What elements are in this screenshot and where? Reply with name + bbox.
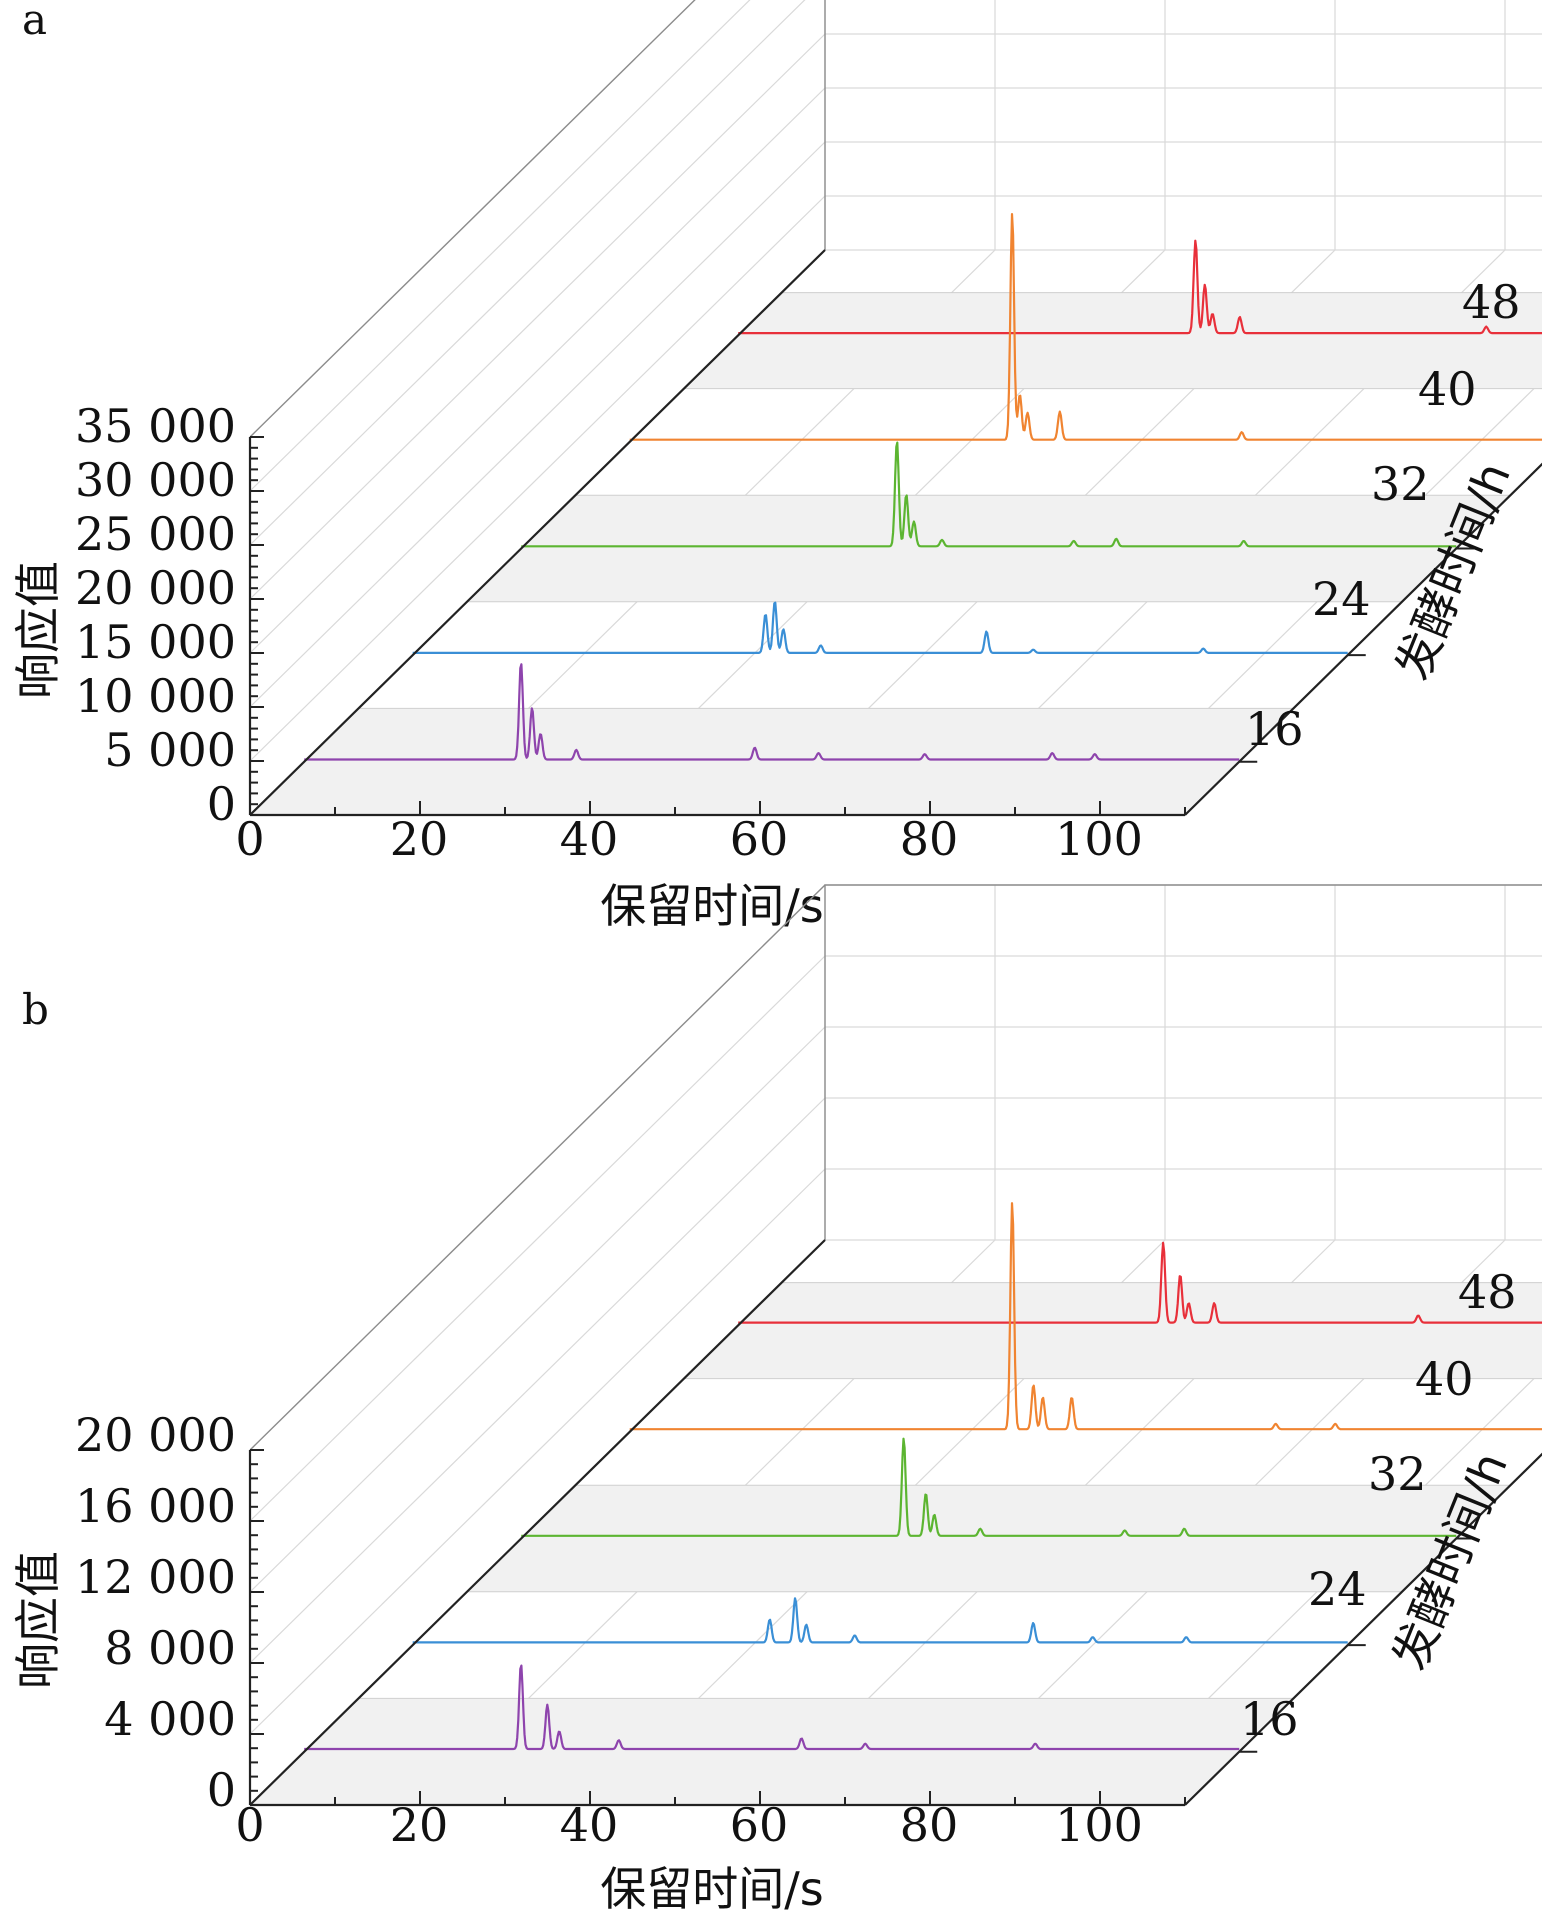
y-tick-label: 5 000 [104,723,236,777]
y-tick-label: 30 000 [75,453,236,507]
depth-tick-label: 16 [1240,1692,1299,1746]
depth-tick-label: 24 [1312,572,1371,626]
series-trace-48h [738,239,1542,335]
back-wall-frame [824,884,1542,1240]
depth-tick-label: 48 [1458,1265,1517,1319]
side-wall-grid-line [249,195,826,762]
side-wall-grid-line [249,955,826,1522]
floor-depth-band [682,1282,1542,1380]
x-tick-label: 80 [900,812,959,866]
side-wall-grid-line [249,87,826,654]
depth-tick-label: 24 [1308,1562,1367,1616]
depth-tick-label: 32 [1368,1447,1427,1501]
panel-b-traces [304,1202,1542,1751]
depth-tick-label: 48 [1462,275,1521,329]
depth-tick-label: 16 [1245,702,1304,756]
depth-axis-line [1184,1452,1542,1806]
series-trace-40h [629,1202,1542,1431]
panel-b-depth-bands [248,1282,1542,1806]
series-trace-24h [412,1597,1348,1644]
series-trace-40h [629,213,1542,441]
x-tick-label: 100 [1055,1798,1143,1852]
x-tick-label: 20 [390,812,449,866]
side-wall-grid-line [249,33,826,600]
depth-tick-label: 40 [1418,362,1477,416]
series-trace-32h [521,1437,1457,1537]
y-tick-label: 0 [207,1763,236,1817]
panel-a-y-axis-title: 响应值 [11,561,65,699]
panel-a-traces [304,213,1542,761]
depth-axis-line [1184,462,1542,816]
x-tick-label: 40 [560,1798,619,1852]
y-tick-label: 12 000 [75,1550,236,1604]
panel-a-depth-bands [248,292,1542,816]
panel-a: a 0 5 000 10 000 15 000 20 000 25 000 30… [11,0,1542,933]
panel-b-x-tick-labels: 0 20 40 60 80 100 [235,1798,1143,1852]
side-wall-grid-line [249,1168,826,1735]
depth-tick-label: 40 [1415,1352,1474,1406]
panel-a-y-tick-labels: 0 5 000 10 000 15 000 20 000 25 000 30 0… [75,399,236,831]
side-wall-grid-line [249,1026,826,1593]
panel-b-depth-tick-labels: 16 24 32 40 48 [1240,1265,1517,1746]
series-trace-48h [738,1241,1542,1324]
x-tick-label: 0 [235,812,264,866]
floor-depth-band [682,292,1542,390]
panel-a-x-tick-labels: 0 20 40 60 80 100 [235,812,1143,866]
x-tick-label: 80 [900,1798,959,1852]
y-tick-label: 16 000 [75,1479,236,1533]
panel-b: b 0 4 000 8 000 12 000 16 000 20 000 0 2… [11,884,1542,1914]
panel-b-y-tick-labels: 0 4 000 8 000 12 000 16 000 20 000 [75,1408,236,1817]
panel-a-depth-tick-labels: 16 24 32 40 48 [1245,275,1521,756]
side-wall-grid-line [249,0,751,492]
panel-b-y-axis-title: 响应值 [11,1551,65,1689]
floor-depth-band [248,707,1295,816]
floor-left-edge [249,249,826,816]
x-tick-label: 0 [235,1798,264,1852]
y-tick-label: 20 000 [75,1408,236,1462]
back-wall-frame [824,0,826,250]
y-tick-label: 4 000 [104,1692,236,1746]
y-tick-label: 35 000 [75,399,236,453]
x-tick-label: 40 [560,812,619,866]
panel-a-x-axis-title: 保留时间/s [600,879,823,933]
y-tick-label: 25 000 [75,507,236,561]
series-trace-24h [412,601,1348,655]
side-wall-grid-line [249,0,806,546]
depth-tick-label: 32 [1371,457,1430,511]
panel-b-x-axis-title: 保留时间/s [600,1862,823,1914]
side-wall-top-edge [249,0,696,438]
series-trace-16h [304,1664,1240,1751]
floor-depth-band [248,1697,1295,1806]
x-tick-label: 100 [1055,812,1143,866]
x-tick-label: 60 [730,1798,789,1852]
series-trace-32h [521,441,1457,548]
series-trace-16h [304,663,1240,761]
side-wall-grid-line [249,141,826,708]
y-tick-label: 10 000 [75,669,236,723]
floor-left-edge [249,1239,826,1806]
y-tick-label: 0 [207,777,236,831]
x-tick-label: 20 [390,1798,449,1852]
y-tick-label: 8 000 [104,1621,236,1675]
panel-b-label: b [22,985,49,1034]
y-tick-label: 20 000 [75,561,236,615]
side-wall-top-edge [249,884,826,1451]
panel-b-axes [248,1239,1542,1807]
panel-a-grid [249,0,1542,816]
panel-a-label: a [22,0,47,44]
x-tick-label: 60 [730,812,789,866]
panel-a-axes [248,249,1542,817]
side-wall-grid-line [249,1097,826,1664]
y-tick-label: 15 000 [75,615,236,669]
